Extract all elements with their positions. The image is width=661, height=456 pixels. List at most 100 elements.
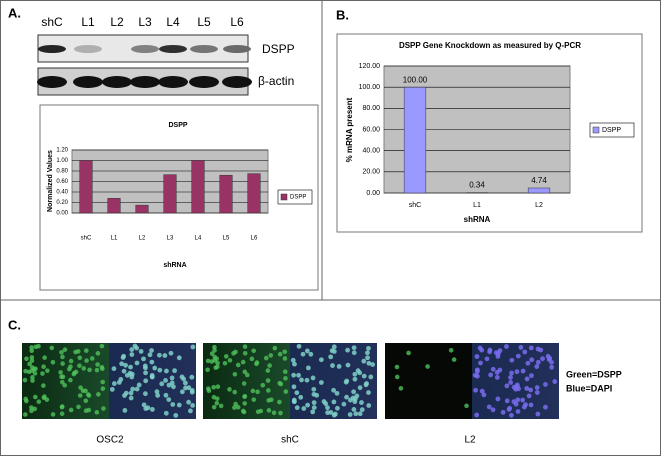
cell: [347, 412, 353, 417]
bar: [219, 174, 233, 214]
cell: [290, 357, 296, 363]
cell: [494, 375, 500, 380]
cell: [80, 388, 86, 394]
cell: [83, 398, 89, 404]
cell: [311, 386, 317, 392]
panel-label: C.: [8, 317, 21, 332]
cell: [552, 379, 558, 384]
cell: [211, 384, 216, 390]
cell: [263, 355, 269, 361]
cell: [254, 360, 260, 365]
cell: [543, 382, 548, 387]
cell: [330, 363, 335, 368]
blot-band: [102, 76, 132, 88]
blot-band: [37, 76, 67, 88]
cell: [278, 381, 284, 387]
cell: [205, 358, 211, 364]
x-tick-label: shC: [409, 202, 421, 209]
legend-box: [277, 189, 313, 205]
cell: [282, 356, 288, 361]
blot-band: [130, 76, 160, 88]
cell: [83, 408, 89, 414]
data-label: 4.74: [531, 176, 547, 185]
cell: [359, 400, 364, 405]
cell: [127, 370, 133, 376]
cell: [249, 356, 255, 362]
cell: [95, 351, 101, 356]
panel-label: A.: [8, 5, 21, 20]
blot-row-label: β-actin: [258, 74, 294, 88]
cell: [507, 405, 513, 411]
cell: [128, 364, 133, 370]
cell: [301, 406, 307, 411]
x-axis-label: shRNA: [163, 262, 186, 269]
cell: [29, 348, 35, 354]
bar: [107, 198, 121, 214]
cell: [214, 400, 220, 406]
cell: [170, 402, 176, 407]
cell: [119, 361, 125, 367]
cell: [176, 355, 182, 361]
cell: [29, 355, 35, 360]
cell: [304, 377, 310, 383]
cell: [529, 357, 535, 363]
cell: [321, 399, 327, 404]
cell: [206, 388, 212, 394]
cell: [49, 345, 55, 351]
cell: [500, 409, 506, 415]
legend-box: [589, 122, 635, 138]
y-tick-label: 1.00: [56, 158, 68, 164]
blot-band: [223, 45, 251, 53]
cell: [171, 384, 176, 390]
image-panel: [22, 343, 109, 419]
data-label: 100.00: [403, 75, 428, 84]
cell: [345, 362, 351, 368]
legend-label: DSPP: [290, 195, 306, 201]
cell: [240, 408, 246, 414]
x-tick-label: L2: [535, 202, 543, 209]
cell: [448, 348, 454, 353]
cell: [515, 353, 521, 359]
cell: [77, 393, 83, 398]
cell: [100, 386, 106, 391]
x-tick-label: L4: [195, 236, 202, 242]
cell: [351, 350, 357, 356]
cell: [370, 362, 376, 367]
cell: [334, 390, 340, 396]
x-tick-label: L1: [111, 236, 118, 242]
cell: [504, 398, 510, 404]
y-tick-label: 0.40: [56, 190, 68, 196]
cell: [266, 398, 271, 403]
blot-band: [158, 76, 188, 88]
cell: [251, 397, 257, 402]
cell: [164, 368, 169, 374]
cell: [242, 401, 248, 406]
cell: [29, 345, 34, 350]
cell: [157, 367, 163, 373]
cell: [255, 389, 260, 395]
cell: [524, 386, 530, 391]
cell: [528, 402, 534, 408]
cell: [406, 350, 411, 356]
cell: [277, 351, 283, 357]
cell: [305, 402, 311, 408]
cell: [30, 375, 35, 380]
cell: [242, 393, 248, 399]
cell: [132, 343, 138, 349]
cell: [147, 352, 153, 358]
cell: [495, 396, 501, 402]
x-tick-label: L5: [223, 236, 230, 242]
cell: [242, 350, 248, 356]
cell: [143, 406, 149, 411]
cell: [152, 365, 158, 371]
cell: [50, 359, 56, 365]
cell: [493, 350, 499, 356]
bar: [135, 204, 149, 214]
cell: [329, 348, 335, 354]
cell: [543, 404, 548, 410]
cell: [27, 361, 32, 367]
cell: [344, 378, 350, 384]
cell: [81, 366, 87, 371]
cell: [528, 345, 534, 351]
